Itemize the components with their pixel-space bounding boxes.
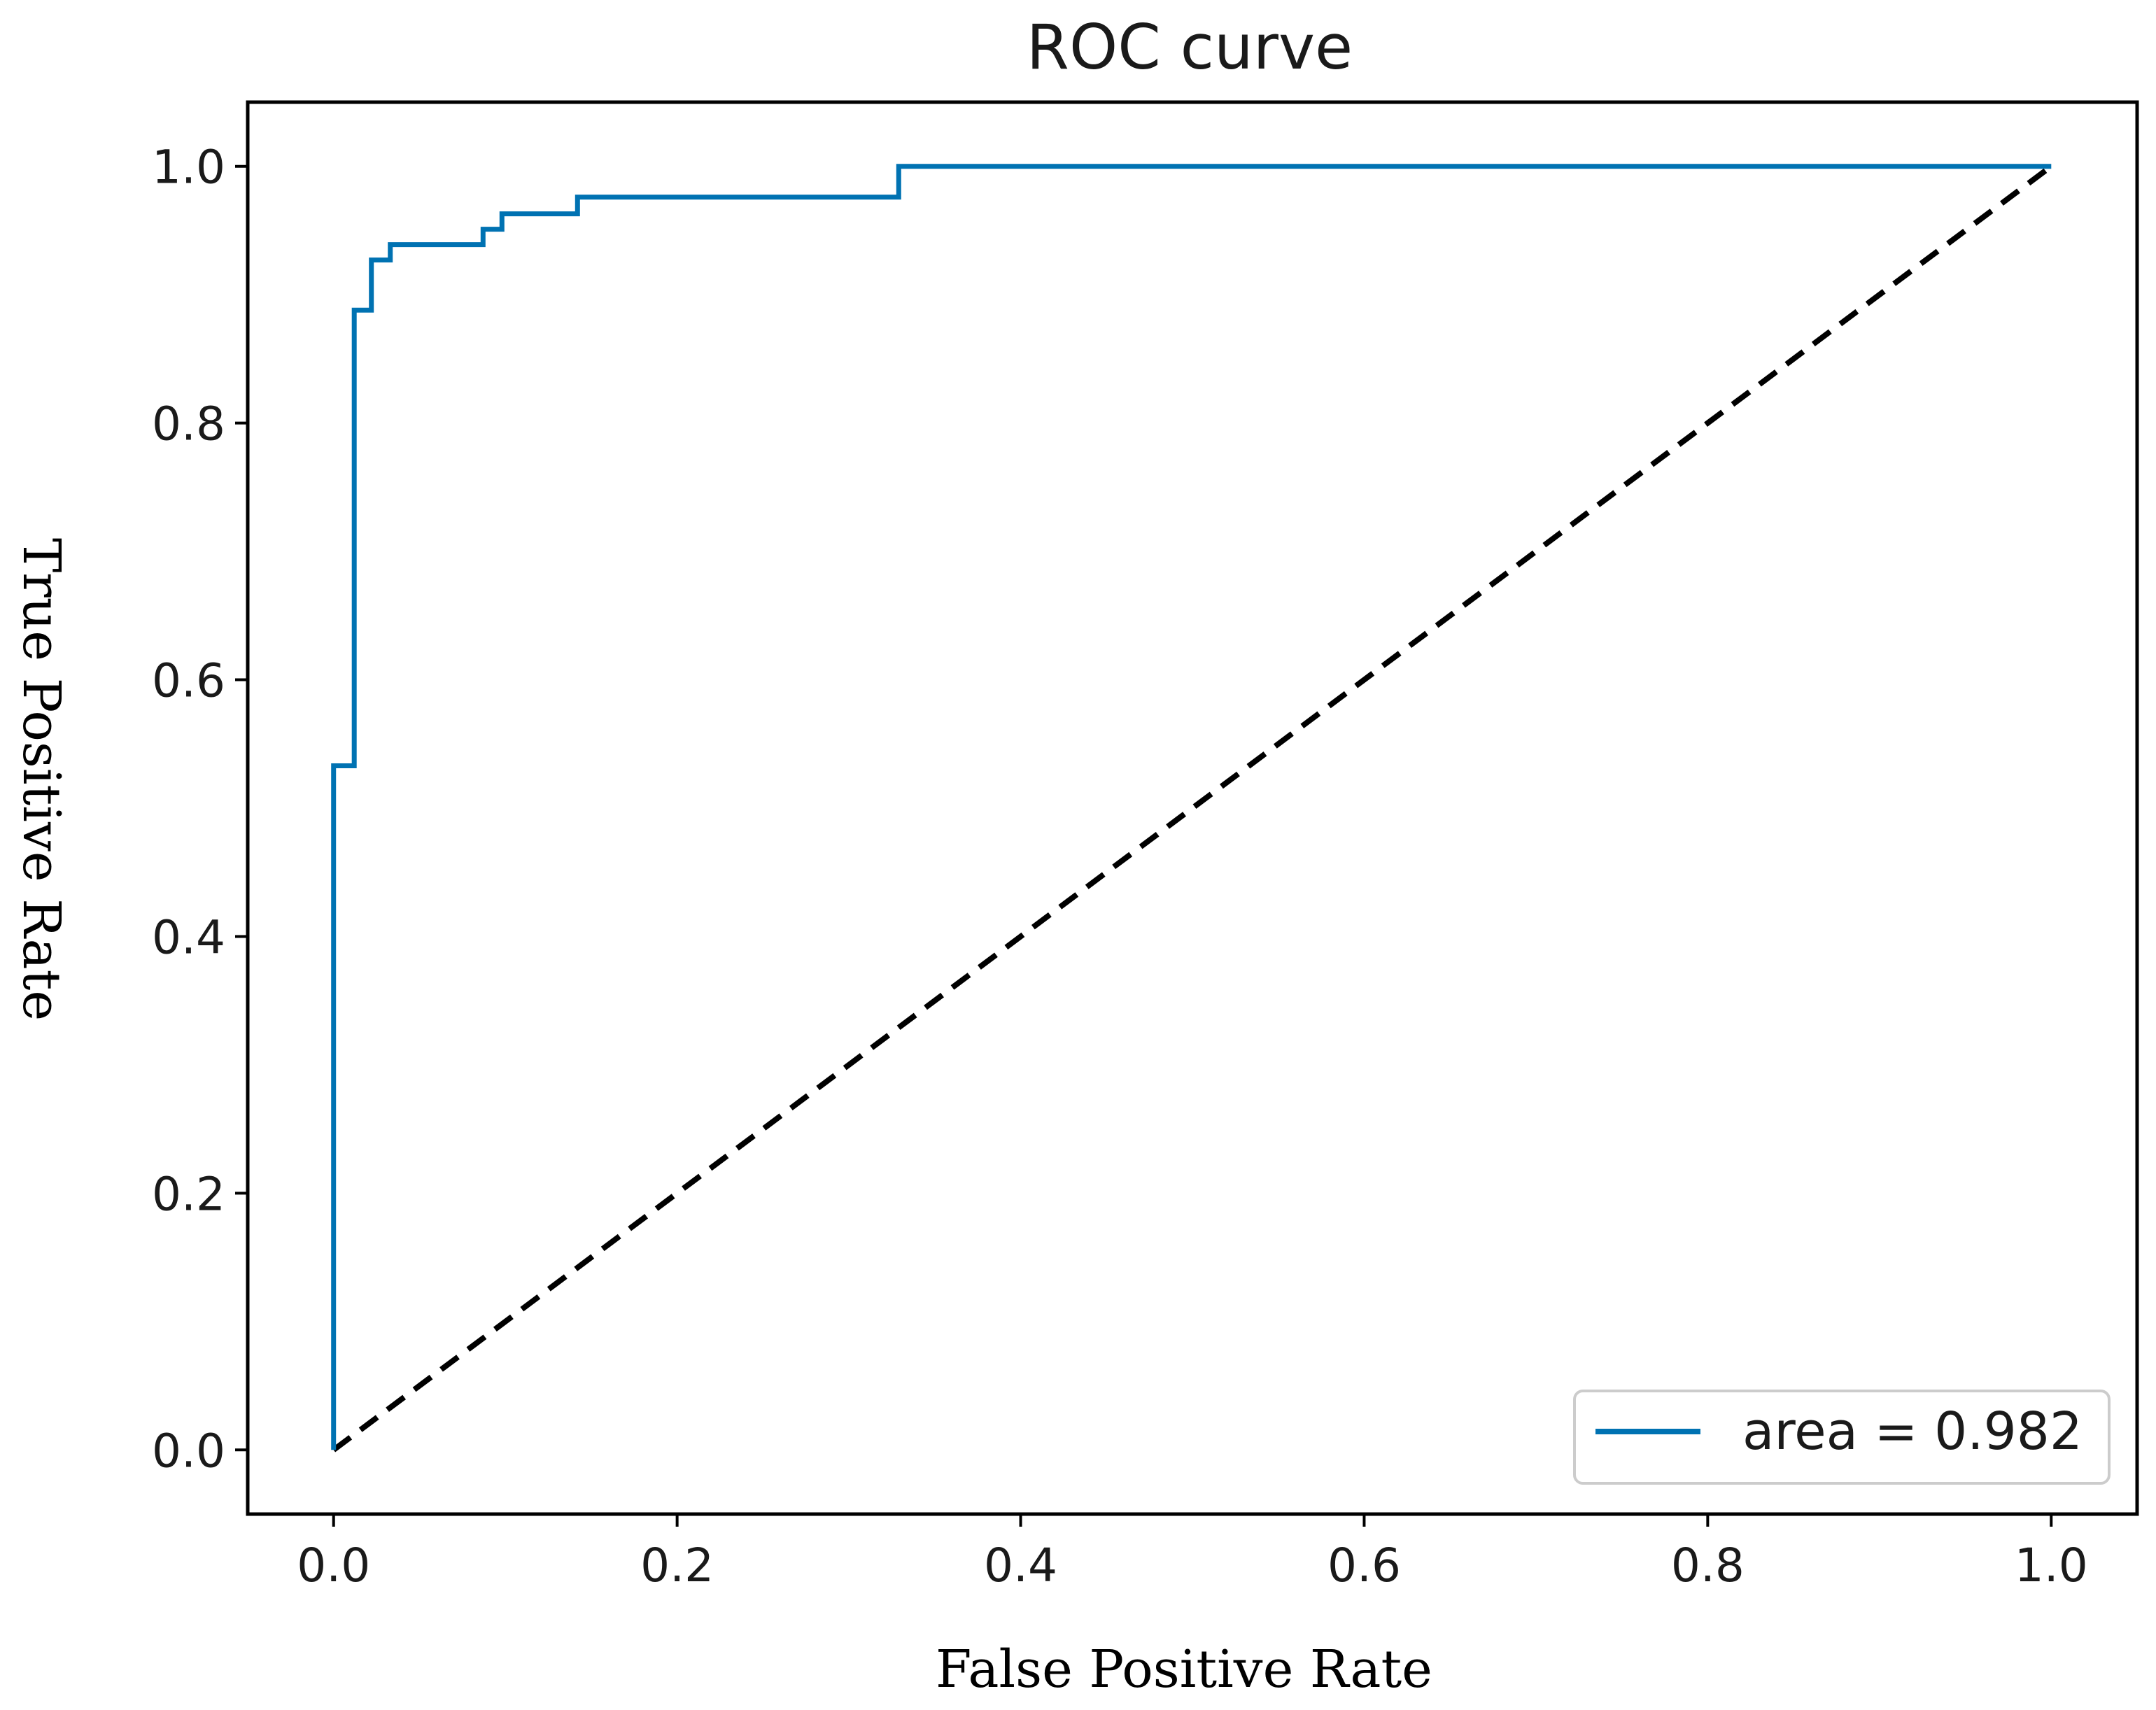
x-tick-label: 0.4 — [984, 1539, 1057, 1592]
x-tick-label: 1.0 — [2015, 1539, 2088, 1592]
x-tick-label: 0.6 — [1327, 1539, 1401, 1592]
chance-diagonal-line — [332, 164, 2053, 1453]
y-tick-label: 0.4 — [152, 910, 225, 964]
x-tick-label: 0.2 — [640, 1539, 714, 1592]
y-tick-label: 0.2 — [152, 1167, 225, 1221]
y-axis-label: True Positive Rate — [11, 538, 71, 1021]
y-axis-ticks: 0.0 0.2 0.4 0.6 0.8 1.0 — [152, 141, 248, 1478]
y-tick-label: 0.8 — [152, 397, 225, 451]
chart-title: ROC curve — [1027, 11, 1353, 83]
x-axis-label: False Positive Rate — [936, 1639, 1432, 1700]
legend: area = 0.982 — [1573, 1390, 2111, 1485]
plot-frame — [246, 100, 2139, 1516]
legend-entry-label: area = 0.982 — [1742, 1401, 2083, 1462]
x-axis-ticks: 0.0 0.2 0.4 0.6 0.8 1.0 — [297, 1514, 2088, 1592]
plot-series — [331, 164, 2053, 1453]
y-tick-label: 0.0 — [152, 1424, 225, 1478]
x-tick-label: 0.0 — [297, 1539, 370, 1592]
x-tick-label: 0.8 — [1671, 1539, 1745, 1592]
roc-curve-line — [331, 164, 2052, 1450]
y-tick-label: 1.0 — [152, 141, 225, 195]
legend-box — [1573, 1390, 2111, 1485]
y-tick-label: 0.6 — [152, 654, 225, 708]
